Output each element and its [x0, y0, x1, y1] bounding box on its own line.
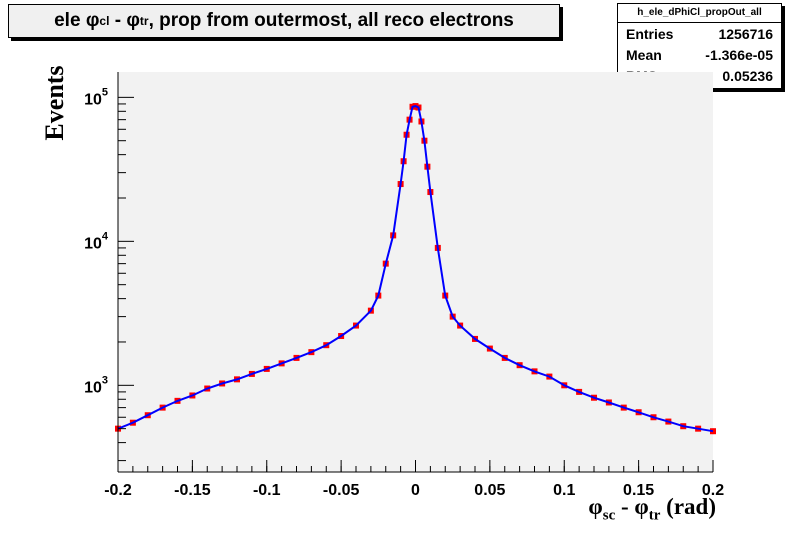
stats-value: 0.05236 [722, 68, 773, 84]
stats-label: Mean [626, 47, 662, 63]
y-tick-label: 104 [84, 230, 109, 252]
stats-row-mean: Mean -1.366e-05 [618, 44, 781, 65]
stats-histogram-name: h_ele_dPhiCl_propOut_all [618, 4, 781, 23]
stats-value: -1.366e-05 [705, 47, 773, 63]
title-prefix: ele [54, 10, 81, 31]
stats-label: Entries [626, 26, 674, 42]
xlabel-sub-1: sc [602, 507, 616, 524]
chart-title: ele φ cl - φ tr, prop from outermost, all … [8, 4, 560, 38]
title-sub-2: tr [139, 14, 149, 28]
title-suffix: , prop from outermost, all reco electron… [148, 10, 514, 31]
xlabel-sub-2: tr [648, 507, 661, 524]
tick-labels: -0.2 -0.15 -0.1 -0.05 0 0.05 0.1 0.15 0.2 103 104 1… [84, 86, 724, 499]
fit-curve [117, 105, 714, 433]
x-tick-label: 0.05 [474, 482, 505, 499]
xlabel-unit: (rad) [660, 494, 716, 519]
x-tick-label: -0.1 [253, 482, 281, 499]
title-phi-1: φ [85, 10, 100, 31]
title-sub-1: cl [99, 14, 110, 28]
x-tick-label: -0.2 [104, 482, 132, 499]
title-mid: - [109, 10, 127, 31]
xlabel-phi-1: φ [588, 494, 603, 519]
x-tick-label: 0 [411, 482, 420, 499]
xlabel-mid: - [615, 494, 635, 519]
y-axis-label: Events [40, 65, 69, 141]
x-axis-label: φsc - φtr (rad) [588, 494, 716, 525]
xlabel-phi-2: φ [634, 494, 649, 519]
x-tick-label: 0.1 [553, 482, 575, 499]
data-point [710, 428, 716, 435]
x-tick-label: -0.15 [174, 482, 211, 499]
y-tick-label: 103 [84, 374, 108, 396]
x-tick-label: 0.2 [702, 482, 724, 499]
x-tick-label: 0.15 [623, 482, 654, 499]
stats-row-entries: Entries 1256716 [618, 23, 781, 44]
y-tick-label: 105 [84, 86, 108, 108]
stats-value: 1256716 [718, 26, 773, 42]
x-tick-label: -0.05 [323, 482, 360, 499]
plot-frame-background [118, 72, 713, 472]
axes [117, 72, 714, 473]
title-phi-2: φ [126, 10, 140, 31]
